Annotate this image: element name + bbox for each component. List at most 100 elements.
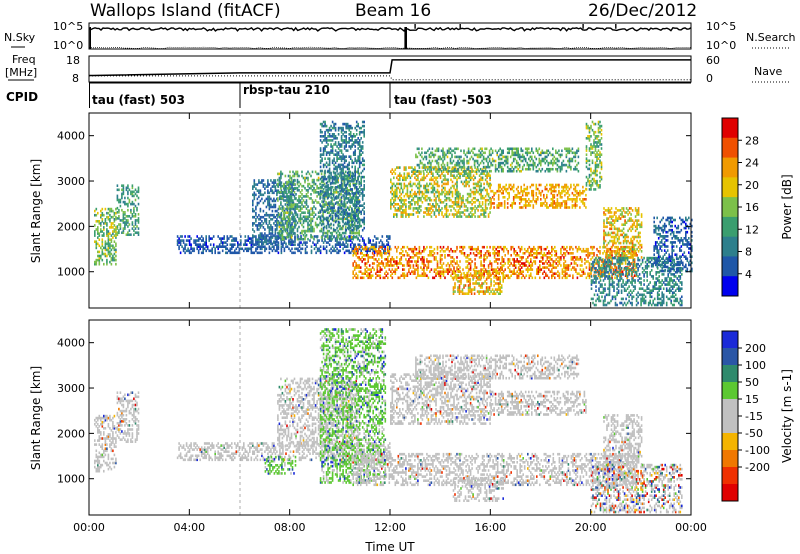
power-cell <box>602 270 604 273</box>
power-cell <box>360 145 362 148</box>
power-cell <box>301 184 303 188</box>
power-cell <box>587 260 589 263</box>
power-cell <box>569 274 571 277</box>
power-cell <box>423 196 425 200</box>
power-cell <box>284 184 287 188</box>
power-cell <box>349 135 352 138</box>
power-cell <box>345 137 347 140</box>
power-cell <box>325 177 328 181</box>
power-cell <box>361 196 364 199</box>
power-cell <box>472 178 475 182</box>
power-cell <box>97 220 99 223</box>
power-cell <box>519 270 521 273</box>
power-cell <box>493 245 496 249</box>
power-cell <box>368 272 371 275</box>
power-cell <box>283 227 285 231</box>
power-cell <box>259 191 262 195</box>
power-cell <box>278 221 281 225</box>
power-cell <box>115 262 117 266</box>
power-cell <box>418 196 421 200</box>
power-cell <box>478 192 481 196</box>
power-cell <box>475 170 478 173</box>
power-cell <box>298 180 300 184</box>
power-cell <box>443 153 446 157</box>
power-cell <box>94 262 96 266</box>
power-cell <box>531 250 534 253</box>
power-cell <box>394 209 397 212</box>
power-cell <box>576 272 579 275</box>
power-cell <box>329 176 332 180</box>
power-cell <box>97 236 99 239</box>
power-cell <box>137 190 140 194</box>
power-cell <box>357 188 359 191</box>
power-cell <box>133 206 135 210</box>
power-cell <box>426 213 428 216</box>
power-cell <box>456 215 458 218</box>
power-cell <box>558 260 561 263</box>
power-cell <box>348 249 350 253</box>
power-cell <box>360 188 362 191</box>
power-cell <box>277 220 280 223</box>
power-cell <box>334 149 337 152</box>
power-cell <box>462 211 464 214</box>
power-cell <box>267 181 269 184</box>
power-cell <box>408 201 410 204</box>
power-cell <box>501 260 503 263</box>
power-cell <box>310 227 312 231</box>
power-cell <box>370 276 372 280</box>
power-cell <box>618 270 621 273</box>
power-cell <box>298 217 300 221</box>
power-cell <box>283 217 285 221</box>
power-cell <box>119 219 122 222</box>
power-cell <box>480 262 482 265</box>
power-cell <box>345 143 347 146</box>
power-cell <box>322 149 325 152</box>
power-cell <box>519 250 521 253</box>
power-cell <box>271 218 274 221</box>
power-cell <box>287 199 290 202</box>
power-cell <box>343 198 346 201</box>
power-cell <box>331 145 334 148</box>
power-cell <box>205 243 207 246</box>
power-cell <box>412 182 415 186</box>
power-cell <box>474 196 476 200</box>
power-cell <box>286 209 289 213</box>
power-cell <box>281 217 284 221</box>
power-cell <box>294 207 296 211</box>
power-cell <box>615 268 618 271</box>
power-cell <box>543 276 546 280</box>
power-cell <box>489 196 491 200</box>
power-cell <box>438 192 440 196</box>
power-cell <box>115 232 117 235</box>
power-cell <box>109 232 111 235</box>
power-cell <box>402 205 404 208</box>
power-cell <box>277 189 280 192</box>
power-cell <box>258 224 260 227</box>
power-cell <box>594 258 597 261</box>
power-cell <box>454 155 456 159</box>
power-cell <box>418 166 421 169</box>
power-cell <box>421 155 423 159</box>
power-cell <box>394 262 397 265</box>
power-cell <box>362 276 365 280</box>
power-cell <box>358 139 361 142</box>
power-cell <box>345 124 347 128</box>
power-cell <box>270 232 272 235</box>
power-cell <box>113 252 116 256</box>
power-cell <box>289 209 291 212</box>
power-cell <box>320 172 323 176</box>
power-cell <box>280 189 283 192</box>
freq-panel: Freq [MHz] 18 8 60 0 Nave <box>5 53 790 85</box>
power-cell <box>425 157 428 161</box>
power-cell <box>456 178 458 182</box>
power-cell <box>487 213 490 216</box>
power-cell <box>349 126 352 130</box>
power-cell <box>448 149 450 153</box>
power-cell <box>435 205 437 208</box>
power-cell <box>471 190 473 194</box>
power-cell <box>95 262 98 266</box>
power-cell <box>418 274 421 277</box>
power-cell <box>438 198 440 202</box>
power-cell <box>609 266 612 269</box>
power-cell <box>367 249 370 253</box>
